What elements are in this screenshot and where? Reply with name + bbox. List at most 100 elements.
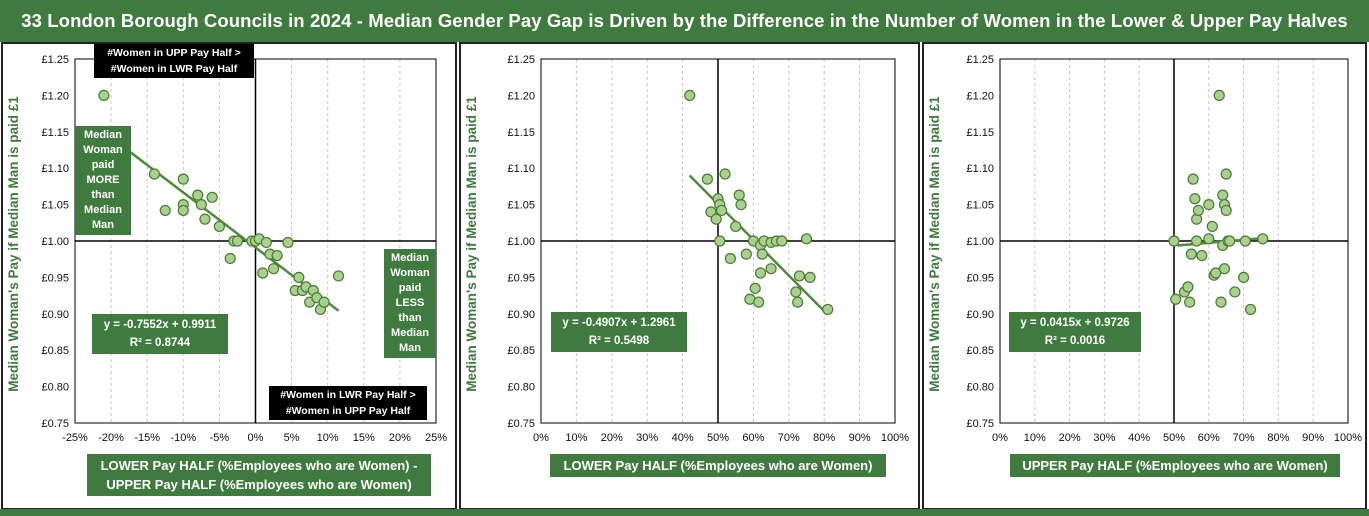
data-point xyxy=(98,89,110,102)
data-point xyxy=(1244,303,1257,316)
data-point xyxy=(1239,235,1251,247)
x-tick-label: -15% xyxy=(134,432,160,444)
data-point xyxy=(715,204,728,217)
y-tick-label: £0.80 xyxy=(966,382,994,394)
y-tick-label: £1.10 xyxy=(41,163,69,175)
data-point xyxy=(765,263,777,275)
data-point xyxy=(1187,173,1199,185)
annotation-upper-gt-lower: #Women in UPP Pay Half > #Women in LWR P… xyxy=(94,44,254,78)
scatter-chart-lower: £0.75 £0.80 £0.85 £0.90 £0.95 £1.00 £1.05 £1.10… xyxy=(464,54,909,444)
annotation-line: Median xyxy=(84,204,122,216)
y-tick-label: £0.95 xyxy=(41,272,69,284)
y-axis-label: Median Woman's Pay if Median Man is paid… xyxy=(6,96,21,392)
data-point xyxy=(793,270,806,282)
data-point xyxy=(1210,267,1222,279)
annotation-lower-gt-upper: #Women in LWR Pay Half > #Women in UPP P… xyxy=(269,386,427,420)
y-tick-label: £1.00 xyxy=(41,236,69,248)
x-axis-label-line-1: LOWER Pay HALF (%Employees who are Women… xyxy=(563,458,873,473)
data-point xyxy=(1213,89,1225,102)
data-point xyxy=(733,189,745,201)
y-tick-label: £0.95 xyxy=(966,272,994,284)
y-tick-label: £0.85 xyxy=(507,345,535,357)
data-point xyxy=(148,168,161,180)
y-tick-label: £1.20 xyxy=(507,90,535,102)
y-tick-label: £1.10 xyxy=(966,163,994,175)
data-point xyxy=(1203,233,1215,245)
data-point xyxy=(1220,168,1232,180)
annotation-paid-less: Median Woman paid LESS than Median Man xyxy=(384,249,436,358)
data-point xyxy=(1229,286,1241,298)
x-axis-label-upper: UPPER Pay HALF (%Employees who are Women… xyxy=(1010,454,1340,477)
data-point xyxy=(213,220,225,233)
x-tick-label: 30% xyxy=(1093,432,1115,444)
data-point xyxy=(1196,249,1208,262)
data-point xyxy=(1238,271,1250,283)
data-point xyxy=(792,296,804,308)
y-tick-label: £1.05 xyxy=(507,200,535,212)
data-point xyxy=(753,296,765,308)
panel-upper-half: £0.75 £0.80 £0.85 £0.90 £0.95 £1.00 £1.05 £1.10… xyxy=(922,42,1367,510)
data-point xyxy=(1185,248,1197,260)
annotation-line: than xyxy=(91,189,115,201)
data-point xyxy=(1184,296,1196,308)
y-tick-label: £1.20 xyxy=(966,90,994,102)
panel-lower-half: £0.75 £0.80 £0.85 £0.90 £0.95 £1.00 £1.05 £1.10… xyxy=(459,42,920,510)
data-point xyxy=(1257,233,1269,245)
x-tick-label: 40% xyxy=(1128,432,1150,444)
annotation-line: than xyxy=(398,312,422,324)
scatter-chart-difference: £0.75 £0.80 £0.85 £0.90 £0.95 £1.00 £1.05 £1.10… xyxy=(6,54,447,444)
x-tick-label: 70% xyxy=(778,432,800,444)
data-point xyxy=(199,213,211,225)
figure-title: 33 London Borough Councils in 2024 - Med… xyxy=(0,0,1369,42)
y-tick-label: £1.05 xyxy=(966,200,994,212)
x-axis-label-lower: LOWER Pay HALF (%Employees who are Women… xyxy=(550,454,886,477)
data-point xyxy=(1224,235,1236,247)
data-point xyxy=(260,236,272,249)
annotation-line: Median xyxy=(391,252,429,264)
y-tick-label: £1.25 xyxy=(507,54,535,66)
x-tick-label: 40% xyxy=(672,432,694,444)
data-point xyxy=(710,213,722,225)
x-tick-label: 90% xyxy=(1302,432,1324,444)
x-tick-label: 10% xyxy=(317,432,339,444)
y-tick-label: £1.15 xyxy=(41,127,69,139)
data-point xyxy=(159,204,171,217)
data-point xyxy=(1215,296,1227,308)
y-tick-label: £1.20 xyxy=(41,90,69,102)
x-tick-label: 20% xyxy=(601,432,623,444)
data-point xyxy=(1220,204,1232,217)
data-point xyxy=(776,235,788,247)
y-tick-label: £0.85 xyxy=(41,345,69,357)
data-point xyxy=(1206,220,1218,233)
x-tick-label: 50% xyxy=(1163,432,1185,444)
regression-equation-box: y = 0.0415x + 0.9726 R² = 0.0016 xyxy=(1009,312,1141,352)
data-point xyxy=(206,191,218,203)
bottom-border xyxy=(0,509,1369,516)
y-tick-label: £1.00 xyxy=(507,236,535,248)
x-axis-label-line-2: UPPER Pay HALF (%Employees who are Women… xyxy=(106,477,412,492)
data-point xyxy=(1191,235,1203,247)
y-tick-label: £0.90 xyxy=(507,309,535,321)
r-squared: R² = 0.8744 xyxy=(129,337,191,349)
data-point xyxy=(224,252,236,265)
y-axis-label: Median Woman's Pay if Median Man is paid… xyxy=(464,96,479,392)
data-point xyxy=(1182,281,1194,293)
annotation-line: Woman xyxy=(83,144,123,156)
data-point xyxy=(701,173,713,185)
data-point xyxy=(1192,204,1204,217)
data-point xyxy=(714,235,726,247)
annotation-line: LESS xyxy=(395,297,425,309)
data-point xyxy=(804,271,816,283)
x-tick-label: 20% xyxy=(389,432,411,444)
x-tick-label: -5% xyxy=(210,432,230,444)
annotation-line: Man xyxy=(399,342,421,354)
r-squared: R² = 0.0016 xyxy=(1044,335,1106,347)
x-tick-label: -20% xyxy=(98,432,124,444)
data-point xyxy=(790,286,802,298)
data-point xyxy=(754,267,767,279)
regression-equation: y = -0.4907x + 1.2961 xyxy=(562,317,676,329)
data-point xyxy=(1168,235,1180,247)
data-point xyxy=(332,270,345,282)
y-tick-label: £0.85 xyxy=(966,345,994,357)
